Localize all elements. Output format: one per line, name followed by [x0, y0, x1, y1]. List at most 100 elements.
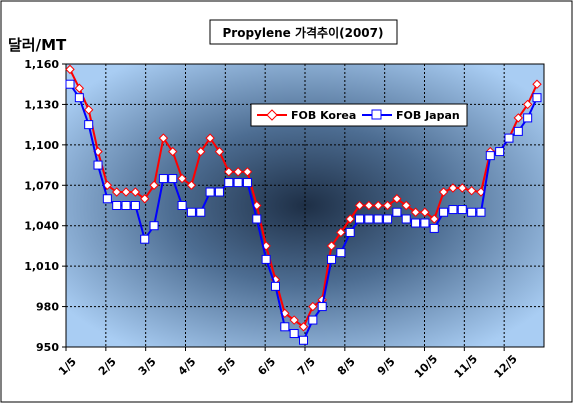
data-point	[214, 187, 224, 197]
data-point	[84, 120, 94, 130]
data-point	[401, 214, 411, 224]
data-point	[420, 207, 430, 217]
data-point	[532, 93, 542, 103]
data-point	[112, 201, 122, 210]
chart-title: Propylene 가격추이(2007)	[222, 25, 383, 40]
data-point	[327, 254, 337, 264]
data-point	[74, 93, 84, 103]
chart-title-box	[209, 19, 398, 45]
data-point	[158, 174, 168, 184]
y-tick-label: 980	[36, 301, 59, 314]
data-point	[364, 214, 374, 224]
y-tick-label: 950	[36, 341, 59, 354]
data-point	[411, 218, 421, 228]
data-point	[383, 214, 393, 224]
data-point	[168, 174, 178, 184]
y-tick-label: 1,100	[24, 139, 59, 152]
data-point	[401, 200, 411, 211]
data-point	[485, 151, 495, 161]
data-point	[233, 178, 243, 188]
data-point	[289, 315, 299, 325]
data-point	[364, 200, 374, 211]
data-point	[289, 329, 299, 339]
data-point	[261, 254, 271, 264]
y-axis-tick-labels: 950 980 1,010 1,040 1,070 1,100 1,130 1,160	[24, 58, 66, 354]
data-point	[224, 178, 234, 188]
data-point	[224, 167, 234, 177]
data-point	[317, 302, 327, 312]
data-point	[345, 227, 355, 237]
legend-japan-label: FOB Japan	[396, 109, 460, 122]
data-point	[102, 180, 113, 190]
data-point	[448, 183, 458, 193]
data-point	[373, 214, 383, 224]
data-point	[504, 133, 514, 143]
y-axis-label: 달러/MT	[8, 36, 67, 54]
data-point	[140, 234, 150, 244]
data-point	[214, 146, 225, 157]
data-point	[373, 200, 383, 211]
data-point	[308, 301, 318, 312]
data-point	[93, 160, 103, 170]
data-point	[149, 221, 159, 231]
data-point	[429, 223, 439, 233]
data-point	[280, 322, 290, 332]
data-point	[186, 207, 196, 217]
data-point	[392, 194, 402, 204]
data-point	[177, 173, 187, 184]
data-point	[457, 205, 467, 215]
data-point	[130, 187, 141, 197]
y-tick-label: 1,010	[24, 260, 59, 273]
y-tick-label: 1,040	[24, 220, 59, 233]
data-point	[345, 214, 355, 224]
data-point	[336, 248, 346, 258]
data-point	[457, 183, 467, 193]
data-point	[186, 180, 197, 190]
y-tick-label: 1,160	[24, 58, 59, 71]
data-point	[111, 187, 122, 197]
data-point	[130, 201, 140, 210]
data-point	[177, 201, 187, 210]
data-point	[140, 194, 150, 204]
data-point	[196, 146, 206, 157]
data-point	[522, 99, 533, 110]
legend: FOB Korea FOB Japan	[250, 103, 468, 127]
data-point	[233, 167, 243, 177]
data-point	[168, 146, 178, 157]
data-point	[121, 187, 131, 197]
data-point	[532, 79, 542, 89]
data-point	[299, 335, 308, 345]
legend-korea-label: FOB Korea	[291, 109, 356, 122]
data-point	[466, 185, 477, 196]
data-point	[205, 133, 215, 143]
data-point	[252, 214, 262, 224]
legend-korea-marker	[266, 109, 278, 121]
data-point	[476, 207, 486, 217]
data-point	[420, 218, 430, 228]
data-point	[83, 105, 94, 115]
legend-japan-marker	[371, 109, 382, 120]
data-point	[74, 83, 85, 93]
data-point	[326, 241, 337, 251]
data-point	[65, 79, 75, 89]
data-point	[355, 214, 365, 224]
y-tick-label: 1,130	[24, 98, 59, 111]
data-point	[382, 200, 393, 211]
data-point	[308, 315, 318, 325]
data-point	[149, 180, 159, 190]
data-point	[270, 281, 280, 291]
series-layer	[65, 64, 542, 345]
y-tick-label: 1,070	[24, 179, 59, 192]
data-point	[495, 147, 505, 157]
data-point	[242, 167, 253, 177]
data-point	[121, 201, 131, 210]
data-point	[102, 194, 112, 204]
data-point	[467, 207, 477, 217]
data-point	[196, 207, 206, 217]
data-point	[438, 187, 449, 197]
legend-box	[250, 103, 468, 127]
data-point	[448, 205, 458, 215]
data-point	[158, 133, 169, 143]
